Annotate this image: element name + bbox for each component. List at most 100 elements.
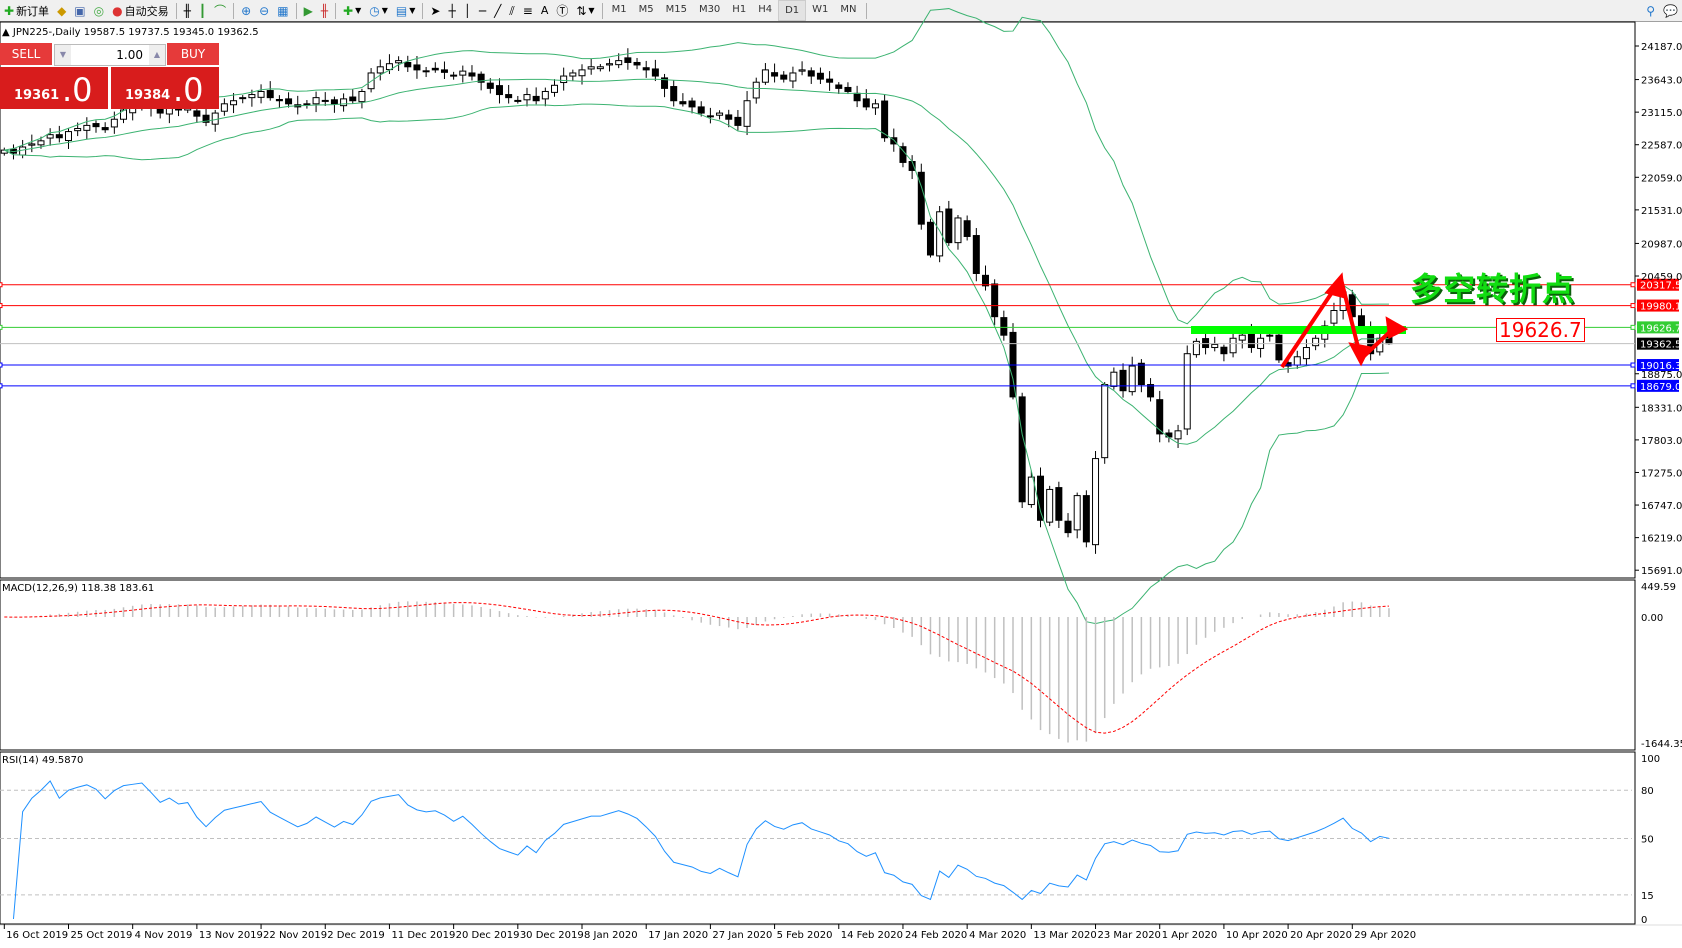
fibo-button[interactable]: ≡ [519,1,537,20]
vertical-line-button[interactable]: │ [460,1,475,20]
new-order-button[interactable]: ✚ 新订单 [0,1,53,20]
cursor-button[interactable]: ➤ [426,1,444,20]
text-button[interactable]: A [537,1,553,20]
bull-candle [606,63,614,66]
terminal-button[interactable]: ▣ [70,1,89,20]
plus-icon: ✚ [4,3,15,18]
collapse-icon[interactable]: ▲ [2,27,10,38]
autoscroll-button[interactable]: ▶ [300,1,317,20]
bear-candle [1220,346,1228,355]
dropdown-icon: ▼ [588,6,595,15]
bull-candle [74,127,82,132]
sell-price[interactable]: 19361 .0 [0,67,108,109]
separator [175,2,177,19]
bull-candle [64,131,72,142]
bull-candle [587,66,595,70]
chart-shift-icon: ╫ [320,3,329,18]
fibo-fan-button[interactable]: ⫽ [505,1,518,20]
bear-candle [1018,396,1026,503]
line-handle [0,303,3,309]
bull-candle [312,97,320,105]
bull-candle [789,72,797,82]
bear-candle [431,67,439,71]
line-chart-button[interactable]: ⌒ [210,1,230,20]
price-tick-label: 23115.0 [1641,108,1682,119]
bull-candle [120,109,128,120]
timeframe-w1[interactable]: W1 [812,4,829,15]
date-label: 16 Oct 2019 [6,930,68,941]
timeframe-m1[interactable]: M1 [611,4,627,15]
bear-candle [1082,495,1090,543]
bollinger-lower [4,103,1389,625]
crosshair-button[interactable]: ┼ [444,1,459,20]
price-tick-label: 18875.0 [1641,370,1682,381]
bull-candle [1046,488,1054,523]
bull-candle [936,211,944,257]
templates-button[interactable]: ▤ ▼ [392,1,420,20]
trendline-button[interactable]: ╱ [490,1,505,20]
auto-trading-button[interactable]: ● 自动交易 [108,1,172,20]
annotation-title[interactable]: 多空转折点 [1410,270,1576,308]
bull-candle [1192,340,1200,356]
bull-candle [19,146,27,156]
buy-button[interactable]: BUY [167,43,219,65]
timeframe-m5[interactable]: M5 [638,4,654,15]
bull-candle [523,94,531,101]
search-button[interactable]: ⚲ [1642,1,1659,20]
timeframe-d1[interactable]: D1 [778,0,807,21]
candle-chart-button[interactable]: ┃ [195,1,210,20]
chart-shift-button[interactable]: ╫ [317,1,332,20]
indicators-button[interactable]: ✚ ▼ [339,1,365,20]
bull-candle [716,112,724,116]
date-label: 29 Apr 2020 [1354,930,1416,941]
price-tick-label: 18331.0 [1641,403,1682,414]
trendline-icon: ╱ [494,3,502,18]
lots-input[interactable]: ▼ 1.00 ▲ [54,44,166,66]
bear-candle [1000,317,1008,336]
chat-button[interactable]: 💬 [1659,1,1682,20]
horizontal-line-icon: ─ [478,3,487,18]
bull-candle [1302,347,1310,360]
arrows-button[interactable]: ⇅ ▼ [572,1,598,20]
bear-candle [679,101,687,105]
bull-candle [541,90,549,100]
price-tag [1637,379,1679,392]
lots-decrease-icon[interactable]: ▼ [55,45,71,65]
periods-button[interactable]: ◷ ▼ [365,1,392,20]
indicators-icon: ✚ [343,3,354,18]
horizontal-line-button[interactable]: ─ [475,1,490,20]
date-label: 1 Apr 2020 [1162,930,1217,941]
price-tick-label: 17803.0 [1641,436,1682,447]
tile-windows-button[interactable]: ▦ [273,1,292,20]
bull-candle [1238,334,1246,341]
timeframe-mn[interactable]: MN [840,4,857,15]
chat-icon: 💬 [1663,3,1678,18]
bear-candle [1055,487,1063,521]
bull-candle [220,103,228,112]
buy-price[interactable]: 19384 .0 [111,67,219,109]
date-label: 17 Jan 2020 [648,930,708,941]
timeframe-m30[interactable]: M30 [698,4,721,15]
bear-candle [330,99,338,105]
annotation-level-box[interactable]: 19626.7 [1496,318,1585,342]
zoom-in-button[interactable]: ⊕ [237,1,255,20]
sell-button[interactable]: SELL [0,43,52,65]
lots-increase-icon[interactable]: ▲ [149,45,165,65]
bear-candle [981,274,989,287]
bar-chart-button[interactable]: ╫ [180,1,195,20]
label-button[interactable]: Ⓣ [552,1,572,20]
bear-candle [890,137,898,145]
date-label: 25 Oct 2019 [70,930,132,941]
zoom-out-button[interactable]: ⊖ [255,1,273,20]
bear-candle [881,100,889,139]
cursor-icon: ➤ [430,3,441,18]
signals-button[interactable]: ◎ [90,1,108,20]
timeframe-h4[interactable]: H4 [758,4,773,15]
timeframe-m15[interactable]: M15 [665,4,687,15]
macd-tick-label: -1644.35 [1641,739,1682,750]
dropdown-icon: ▼ [381,6,388,15]
experts-button[interactable]: ◆ [53,1,70,20]
timeframe-h1[interactable]: H1 [732,4,747,15]
bear-candle [862,98,870,108]
